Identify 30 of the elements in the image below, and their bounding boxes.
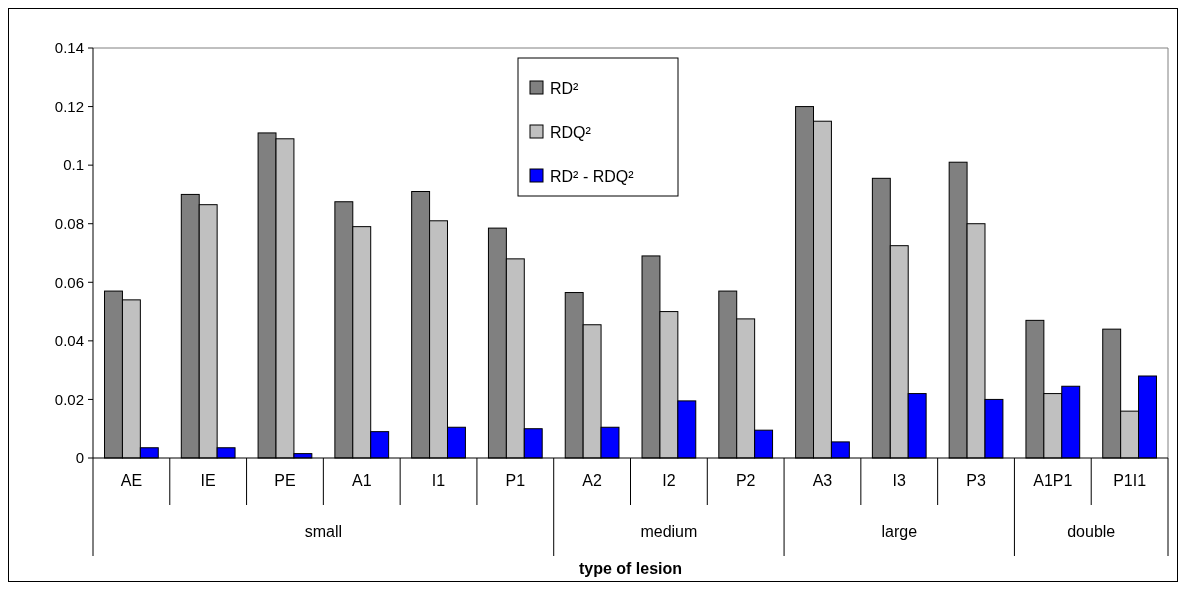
y-tick-label: 0.08 xyxy=(54,214,84,232)
text: small xyxy=(304,523,343,540)
text: large xyxy=(881,523,918,540)
legend-label: RD² - RDQ² xyxy=(550,167,635,185)
x-tick-label: AE xyxy=(120,472,143,489)
y-tick-label: 0.14 xyxy=(54,39,84,57)
x-tick-label: A1 xyxy=(351,472,372,489)
x-tick-label: A1P1 xyxy=(1033,472,1073,489)
legend-label: RDQ² xyxy=(550,123,592,141)
text: double xyxy=(1067,523,1116,540)
x-tick-label: P3 xyxy=(966,472,986,489)
x-tick-label: I3 xyxy=(892,472,907,489)
y-tick-label: 0.1 xyxy=(63,156,84,174)
x-tick-label: I2 xyxy=(662,472,676,489)
y-tick-label: 0.06 xyxy=(54,273,84,291)
text: medium xyxy=(640,523,698,540)
x-tick-label: I1 xyxy=(431,472,446,489)
x-tick-label: A2 xyxy=(582,472,602,489)
x-tick-label: A3 xyxy=(812,472,833,489)
legend-label: RD² xyxy=(550,79,580,97)
y-tick-label: 0 xyxy=(75,449,84,467)
x-tick-label: P1I1 xyxy=(1113,472,1147,489)
x-axis-title: type of lesion xyxy=(578,560,683,577)
y-tick-label: 0.04 xyxy=(54,332,84,350)
x-tick-label: P2 xyxy=(735,472,756,489)
y-tick-label: 0.02 xyxy=(54,390,84,408)
y-tick-label: 0.12 xyxy=(54,97,84,115)
x-tick-label: P1 xyxy=(505,472,526,489)
x-tick-label: IE xyxy=(200,472,216,489)
x-tick-label: PE xyxy=(274,472,296,489)
